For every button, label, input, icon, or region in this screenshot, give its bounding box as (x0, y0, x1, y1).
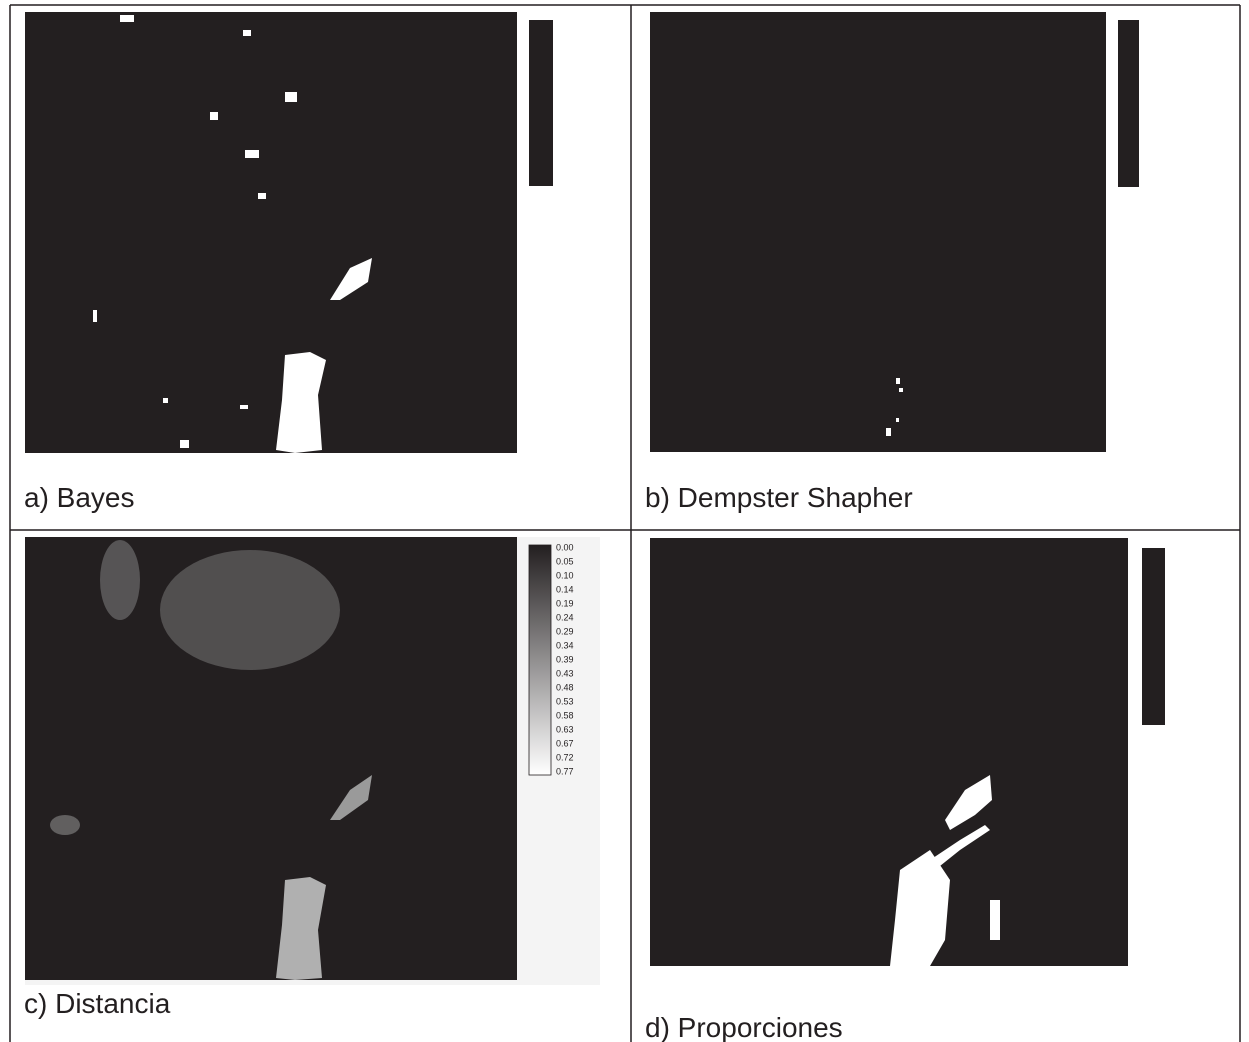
legend-label: 0.58 (556, 710, 574, 720)
map-b (650, 12, 1139, 452)
legend-label: 0.72 (556, 752, 574, 762)
map-c (25, 537, 600, 985)
legend-label: 0.39 (556, 654, 574, 664)
caption: c) Distancia (24, 988, 171, 1019)
legend-label: 0.77 (556, 766, 574, 776)
legend-label: 0.34 (556, 640, 574, 650)
legend-label: 0.24 (556, 612, 574, 622)
figure: a) Bayes b) Dempster Shapher 0.00 0.05 0.1… (0, 0, 1249, 1042)
legend-label: 0.67 (556, 738, 574, 748)
legend-label: 0.43 (556, 668, 574, 678)
legend-label: 0.10 (556, 570, 574, 580)
legend-label: 0.53 (556, 696, 574, 706)
map-a (25, 12, 553, 453)
legend-label: 0.05 (556, 556, 574, 566)
legend: 0.00 0.05 0.10 0.14 0.19 0.24 0.29 0.34 0.39 0.43… (556, 542, 574, 776)
caption: d) Proporciones (645, 1012, 843, 1042)
caption: b) Dempster Shapher (645, 482, 913, 513)
legend-label: 0.63 (556, 724, 574, 734)
page: a) Bayes b) Dempster Shapher 0.00 0.05 0.1… (0, 0, 1249, 1042)
legend-label: 0.48 (556, 682, 574, 692)
legend-label: 0.14 (556, 584, 574, 594)
legend-label: 0.19 (556, 598, 574, 608)
legend-label: 0.00 (556, 542, 574, 552)
legend-label: 0.29 (556, 626, 574, 636)
map-d (650, 538, 1165, 966)
caption: a) Bayes (24, 482, 135, 513)
